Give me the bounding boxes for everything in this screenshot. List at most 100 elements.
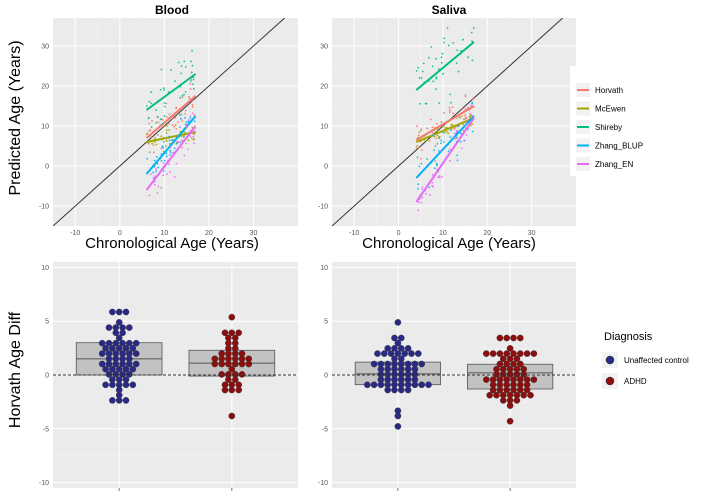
blood-zhang-en-point [162, 174, 165, 177]
saliva-zhang-en-point [431, 182, 434, 184]
blood-box-control-dot [109, 381, 116, 389]
blood-shireby-fit-line [145, 73, 197, 111]
saliva-zhang-blup-point [436, 162, 438, 165]
blood-box-control-dot [115, 319, 123, 326]
saliva-box-adhd-dot [503, 350, 511, 357]
saliva-box-adhd-dot [517, 334, 524, 342]
blood-horvath-point [191, 103, 194, 106]
saliva-mcewen-point [447, 132, 450, 135]
blood-horvath-point [189, 82, 192, 85]
saliva-zhang-blup-point [440, 142, 442, 145]
saliva-horvath-point [448, 106, 451, 109]
blood-horvath-fit-line [145, 95, 197, 139]
blood-zhang-en-point [168, 163, 170, 166]
blood-zhang-blup-point [179, 114, 181, 116]
blood-panel-title: Blood [155, 3, 189, 17]
blood-zhang-blup-point [175, 143, 178, 145]
saliva-zhang-blup-point [434, 145, 437, 147]
saliva-horvath-point [442, 111, 445, 114]
blood-horvath-point [149, 129, 152, 132]
blood-box-control-dot [129, 381, 137, 389]
blood-zhang-en-point [181, 146, 184, 149]
saliva-mcewen-point [415, 146, 418, 149]
blood-shireby-point [180, 72, 183, 75]
blood-horvath-point [180, 113, 183, 116]
saliva-x-tick-label: 30 [528, 230, 536, 237]
saliva-box-y-tick-label: -10 [318, 480, 328, 487]
blood-box-adhd-dot [231, 360, 239, 368]
saliva-box-control-dot [404, 386, 412, 394]
blood-shireby-point [163, 115, 166, 117]
saliva-box-adhd-dot [510, 350, 517, 357]
blood-horvath-point [162, 119, 164, 121]
saliva-mcewen-point [458, 115, 461, 118]
blood-mcewen-fit-line [146, 131, 196, 143]
saliva-shireby-point [443, 37, 446, 40]
blood-zhang-blup-fit-line [145, 115, 197, 175]
saliva-y-tick-label: -10 [318, 204, 328, 211]
blood-box-adhd-dot [221, 329, 229, 337]
saliva-mcewen-point [436, 142, 439, 145]
blood-mcewen-point [166, 124, 168, 127]
blood-shireby-point [174, 80, 176, 82]
saliva-zhang-blup-point [440, 139, 442, 142]
blood-horvath-point [152, 151, 155, 154]
saliva-shireby-point [435, 57, 438, 60]
blood-horvath-point [184, 112, 187, 115]
saliva-box-adhd-dot [499, 355, 507, 363]
saliva-mcewen-point [444, 131, 446, 134]
blood-x-tick-label: 20 [205, 230, 213, 237]
saliva-zhang-en-point [441, 175, 444, 178]
saliva-box-adhd-dot [503, 334, 511, 342]
saliva-box-control-dot [384, 345, 392, 352]
saliva-zhang-en-point [432, 185, 434, 188]
blood-box-control-dot [109, 308, 116, 316]
blood-mcewen-point [174, 124, 177, 126]
blood-horvath-point [164, 125, 167, 127]
blood-zhang-en-point [187, 148, 189, 151]
saliva-box-control-dot [391, 386, 398, 394]
saliva-zhang-en-point [432, 174, 434, 176]
saliva-shireby-point [456, 49, 459, 52]
saliva-mcewen-point [445, 126, 448, 129]
saliva-shireby-point [424, 102, 427, 105]
blood-zhang-blup-point [165, 152, 168, 155]
saliva-shireby-point [447, 44, 450, 47]
method-legend-label: Zhang_EN [595, 160, 633, 169]
saliva-horvath-point [431, 131, 434, 134]
plot-layer: -10 0 10 20 30 -10 0 10 20 30 -10 0 10 20 30 -10 0 10 20 30… [39, 18, 689, 491]
saliva-box-control-dot [363, 381, 371, 389]
saliva-box-adhd-dot [489, 386, 497, 394]
saliva-box-adhd-dot [517, 350, 524, 357]
blood-box-control-dot [112, 360, 120, 368]
blood-box-control-dot [119, 371, 126, 378]
blood-box-control-dot [112, 339, 120, 347]
saliva-y-tick-label: 10 [320, 124, 328, 131]
blood-shireby-point [150, 126, 153, 128]
blood-mcewen-point [168, 129, 171, 132]
predicted-age-axis-label: Predicted Age (Years) [7, 40, 24, 195]
blood-horvath-point [175, 107, 178, 110]
blood-horvath-point [171, 118, 174, 120]
saliva-zhang-en-point [465, 121, 468, 124]
saliva-zhang-blup-point [438, 150, 440, 152]
saliva-zhang-en-point [429, 194, 431, 196]
saliva-zhang-en-point [470, 104, 472, 107]
saliva-shireby-point [441, 61, 443, 64]
saliva-shireby-point [441, 52, 444, 55]
blood-shireby-point [156, 115, 159, 118]
saliva-panel-background [332, 18, 576, 226]
saliva-mcewen-point [451, 123, 454, 126]
blood-shireby-point [170, 69, 172, 71]
saliva-zhang-blup-point [456, 136, 458, 139]
blood-mcewen-point [148, 151, 151, 154]
saliva-horvath-point [461, 108, 463, 111]
saliva-mcewen-point [423, 135, 426, 137]
saliva-shireby-point [432, 80, 435, 83]
saliva-zhang-en-point [469, 113, 471, 115]
saliva-box-control-dot [380, 350, 388, 357]
saliva-zhang-blup-point [433, 149, 435, 152]
blood-mcewen-point [181, 139, 183, 142]
saliva-horvath-point [428, 140, 431, 143]
saliva-shireby-point [419, 102, 421, 105]
